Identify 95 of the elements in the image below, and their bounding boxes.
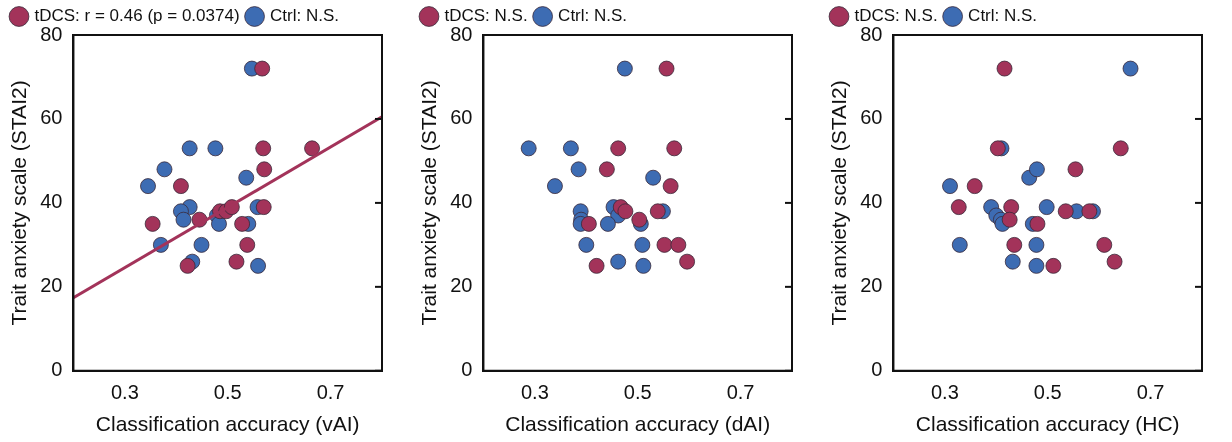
y-tick-label: 40 [40,190,63,213]
x-tick-label: 0.3 [930,381,959,404]
point [228,253,245,270]
point [304,140,320,157]
x-tick-label: 0.5 [623,381,652,404]
x-tick-label: 0.5 [1033,381,1062,404]
point [679,253,695,270]
point [1112,140,1129,157]
y-tick-label: 40 [860,190,883,213]
x-tick-label: 0.7 [726,381,755,404]
point [175,211,192,228]
y-axis-title: Trait anxiety scale (STAI2) [417,80,441,326]
point [1028,236,1045,253]
x-axis-title: Classification accuracy (HC) [915,412,1180,436]
x-axis-title: Classification accuracy (dAI) [505,412,771,436]
point [1106,253,1123,270]
point [562,140,579,157]
point [1067,161,1084,178]
point [580,215,597,232]
point [179,257,196,274]
point [250,257,266,274]
y-axis-title: Trait anxiety scale (STAI2) [7,80,31,326]
y-tick-label: 40 [450,190,473,213]
point [588,257,605,274]
point [140,178,156,195]
point [193,236,210,253]
point [1004,253,1021,270]
point [631,211,648,228]
y-tick-label: 20 [40,274,63,297]
point [610,140,627,157]
point [598,161,615,178]
point [578,236,595,253]
point [1122,60,1139,77]
point [1045,257,1062,274]
y-axis-title: Trait anxiety scale (STAI2) [827,80,851,326]
point [144,215,161,232]
point [635,257,652,274]
point [1081,203,1098,220]
x-tick-label: 0.7 [1136,381,1165,404]
point [547,178,563,195]
point [156,161,173,178]
point [617,203,634,220]
y-tick-label: 60 [40,106,63,129]
point [173,178,189,195]
y-tick-label: 60 [860,106,883,129]
point [255,140,272,157]
point [1028,257,1045,274]
point [670,236,687,253]
x-tick-label: 0.7 [316,381,345,404]
point [645,169,662,186]
point [1038,199,1055,215]
point [616,60,633,77]
point [1006,236,1023,253]
point [996,60,1013,77]
legend-label: Ctrl: N.S. [270,6,340,26]
point [950,199,967,215]
point [570,161,587,178]
point [1029,161,1045,178]
point [1001,211,1018,228]
point [666,140,683,157]
y-tick-label: 0 [871,358,883,381]
point [1057,203,1074,220]
point [600,215,616,232]
legend-label: Ctrl: N.S. [968,6,1038,26]
point [238,169,255,186]
point [942,178,958,195]
point [207,140,224,157]
point [520,140,537,157]
point [1029,215,1046,232]
point [966,178,983,195]
point [254,60,271,77]
point [1096,236,1113,253]
point [662,178,679,195]
y-tick-label: 20 [450,274,473,297]
point [239,236,256,253]
point [951,236,968,253]
point [656,236,673,253]
point [181,140,198,157]
x-tick-label: 0.3 [110,381,139,404]
point [255,199,272,215]
y-tick-label: 0 [461,358,473,381]
point [658,60,675,77]
point [634,236,651,253]
y-tick-label: 0 [51,358,63,381]
point [256,161,273,178]
x-tick-label: 0.5 [213,381,242,404]
y-tick-label: 20 [860,274,883,297]
x-axis-title: Classification accuracy (vAI) [95,412,360,436]
point [234,215,251,232]
point [989,140,1006,157]
point [610,253,627,270]
y-tick-label: 60 [450,106,473,129]
point [649,203,666,220]
legend-label: Ctrl: N.S. [558,6,628,26]
x-tick-label: 0.3 [520,381,549,404]
